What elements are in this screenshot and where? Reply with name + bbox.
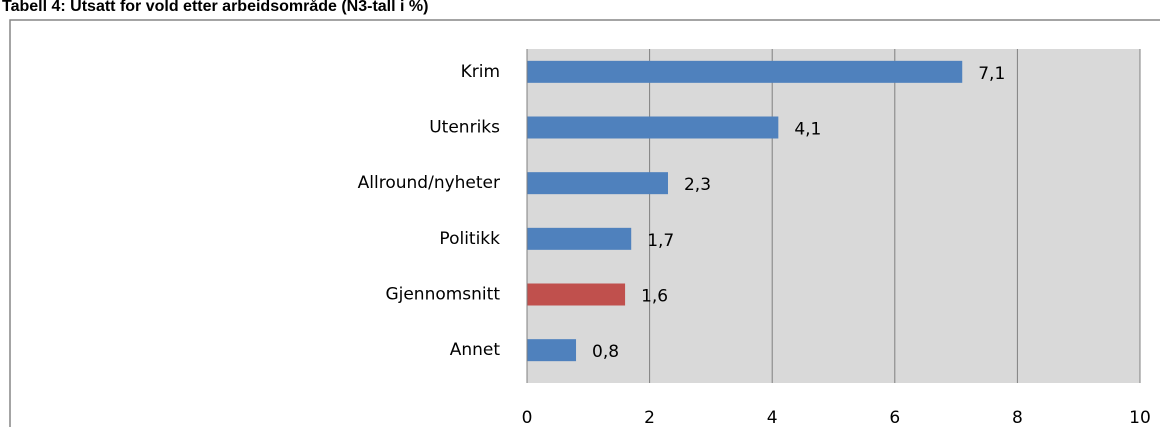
data-label: 4,1	[794, 120, 821, 140]
bar	[527, 283, 626, 306]
bar	[527, 339, 577, 362]
data-label: 7,1	[978, 64, 1005, 84]
data-label: 0,8	[592, 342, 619, 362]
x-tick-label: 0	[522, 408, 533, 427]
y-tick-label: Politikk	[439, 229, 500, 249]
x-tick-label: 10	[1129, 408, 1151, 427]
y-tick-label: Utenriks	[429, 118, 500, 138]
bar	[527, 227, 632, 250]
data-label: 1,7	[647, 231, 674, 251]
y-tick-label: Allround/nyheter	[358, 173, 500, 193]
x-tick-label: 4	[767, 408, 778, 427]
y-tick-label: Krim	[461, 62, 500, 82]
data-label: 1,6	[641, 287, 668, 307]
y-tick-label: Gjennomsnitt	[385, 285, 500, 305]
data-label: 2,3	[684, 175, 711, 195]
x-tick-label: 2	[644, 408, 655, 427]
plot-area	[527, 49, 1140, 383]
x-tick-label: 8	[1012, 408, 1023, 427]
bar	[527, 60, 963, 83]
bar	[527, 172, 668, 195]
bar	[527, 116, 779, 139]
x-tick-label: 6	[889, 408, 900, 427]
y-tick-label: Annet	[450, 340, 501, 360]
chart-title: Tabell 4: Utsatt for vold etter arbeidso…	[2, 0, 428, 15]
